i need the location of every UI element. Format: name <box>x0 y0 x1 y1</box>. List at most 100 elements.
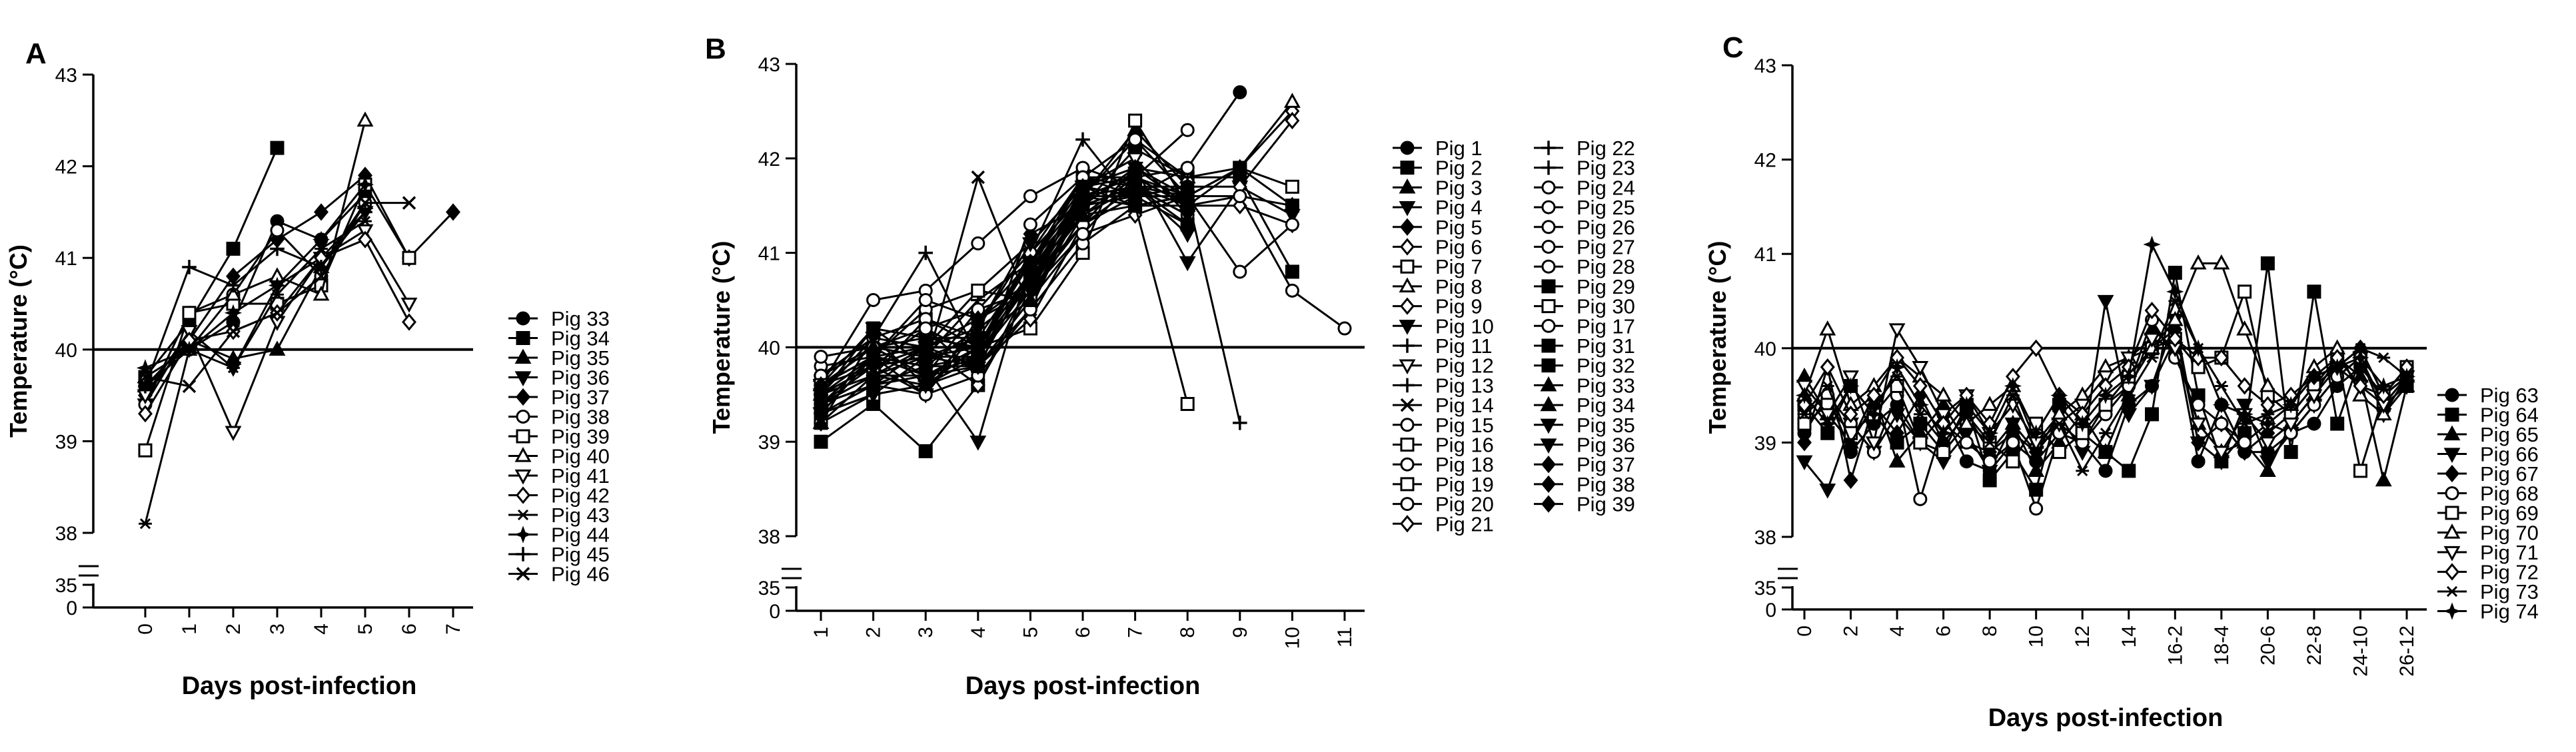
legend-marker <box>514 447 532 462</box>
series-pig-6 <box>814 102 1300 432</box>
x-tick-label: 1 <box>810 627 832 638</box>
data-point <box>270 241 285 256</box>
x-tick-label: 0 <box>1794 625 1816 637</box>
legend-marker <box>2445 464 2459 483</box>
legend-label: Pig 28 <box>1577 255 1635 278</box>
data-point <box>2050 386 2068 404</box>
data-point <box>2330 416 2345 431</box>
data-point <box>402 196 416 210</box>
y-axis-label: Temperature (°C) <box>5 244 32 438</box>
y-tick-label: 40 <box>758 337 780 359</box>
data-point <box>2260 396 2275 414</box>
data-point <box>2283 445 2298 460</box>
legend-item: Pig 68 <box>2437 482 2539 506</box>
legend-item: Pig 12 <box>1393 354 1494 378</box>
x-tick-label: 2 <box>1840 625 1862 637</box>
data-point <box>2236 320 2254 336</box>
legend-marker <box>2443 602 2461 620</box>
legend-marker <box>516 388 530 406</box>
legend-label: Pig 31 <box>1577 334 1635 358</box>
legend-marker <box>1541 456 1556 474</box>
legend-item: Pig 39 <box>508 425 610 448</box>
data-point <box>1179 256 1196 272</box>
legend-label: Pig 9 <box>1435 295 1483 318</box>
data-point <box>1911 396 1929 414</box>
legend-label: Pig 10 <box>1435 314 1494 338</box>
data-point <box>1818 414 1836 433</box>
legend-label: Pig 7 <box>1435 255 1483 278</box>
legend-marker <box>2443 524 2461 539</box>
x-tick-label: 8 <box>1979 625 2001 637</box>
data-point <box>1983 437 1997 448</box>
legend-label: Pig 40 <box>551 445 610 468</box>
data-point <box>2307 416 2321 431</box>
series-pig-45 <box>138 204 372 394</box>
data-point <box>2305 368 2323 386</box>
data-point <box>814 434 828 449</box>
data-point <box>269 340 286 356</box>
legend-item: Pig 38 <box>1534 473 1635 496</box>
legend-marker <box>1541 180 1556 194</box>
data-point <box>1180 187 1195 205</box>
series-pig-37 <box>814 159 1195 394</box>
y-tick-label: 35 <box>55 575 77 597</box>
legend-label: Pig 8 <box>1435 275 1483 298</box>
data-point <box>866 293 881 307</box>
data-point <box>2237 377 2252 395</box>
legend-marker <box>516 486 530 504</box>
data-point <box>1797 396 1812 414</box>
series-pig-39 <box>138 177 416 458</box>
legend-label: Pig 38 <box>551 406 610 429</box>
legend-label: Pig 23 <box>1577 157 1635 180</box>
legend-item: Pig 13 <box>1393 374 1494 397</box>
legend-marker <box>1541 160 1556 175</box>
legend-marker <box>1541 240 1556 254</box>
legend-marker <box>1541 475 1556 494</box>
data-point <box>1842 377 1860 395</box>
legend-marker <box>1541 141 1556 155</box>
legend-label: Pig 37 <box>1577 453 1635 476</box>
data-point <box>2353 377 2368 395</box>
data-point <box>2375 471 2392 487</box>
y-tick-label: 35 <box>758 577 780 599</box>
legend-marker <box>1540 396 1557 412</box>
legend-marker <box>2443 425 2461 441</box>
data-point <box>2305 389 2323 405</box>
x-tick-label: 8 <box>1177 627 1199 638</box>
data-point <box>2214 416 2229 431</box>
legend-marker <box>2445 388 2459 402</box>
legend-marker <box>2443 448 2461 463</box>
data-point <box>2259 376 2276 392</box>
data-point <box>400 297 418 313</box>
y-tick-label: 40 <box>1754 338 1776 360</box>
data-point <box>971 283 985 298</box>
data-point <box>227 362 240 374</box>
legend-marker <box>2445 585 2459 597</box>
legend-label: Pig 16 <box>1435 434 1494 457</box>
x-tick-label: 10 <box>2026 625 2048 647</box>
legend-item: Pig 34 <box>508 327 610 350</box>
legend-label: Pig 66 <box>2480 443 2539 466</box>
data-point <box>1233 85 1247 100</box>
legend-label: Pig 45 <box>551 543 610 566</box>
legend-label: Pig 22 <box>1577 137 1635 160</box>
data-point <box>138 370 153 384</box>
data-point <box>1283 93 1301 108</box>
data-point <box>2122 464 2136 478</box>
data-point <box>2282 417 2299 433</box>
y-tick-label: 0 <box>66 597 77 619</box>
series-line <box>820 185 1188 405</box>
x-tick-label: 5 <box>354 623 376 635</box>
legend-marker <box>514 469 532 485</box>
y-tick-label: 43 <box>55 65 77 87</box>
legend-item: Pig 63 <box>2437 384 2539 407</box>
legend-label: Pig 14 <box>1435 394 1494 417</box>
legend-label: Pig 72 <box>2480 561 2539 584</box>
data-point <box>1934 424 1952 442</box>
legend-item: Pig 40 <box>508 445 610 468</box>
legend-item: Pig 24 <box>1534 176 1635 199</box>
data-point <box>2259 414 2277 433</box>
legend-item: Pig 66 <box>2437 443 2539 466</box>
data-point <box>1820 358 1835 376</box>
data-point <box>2099 428 2112 439</box>
